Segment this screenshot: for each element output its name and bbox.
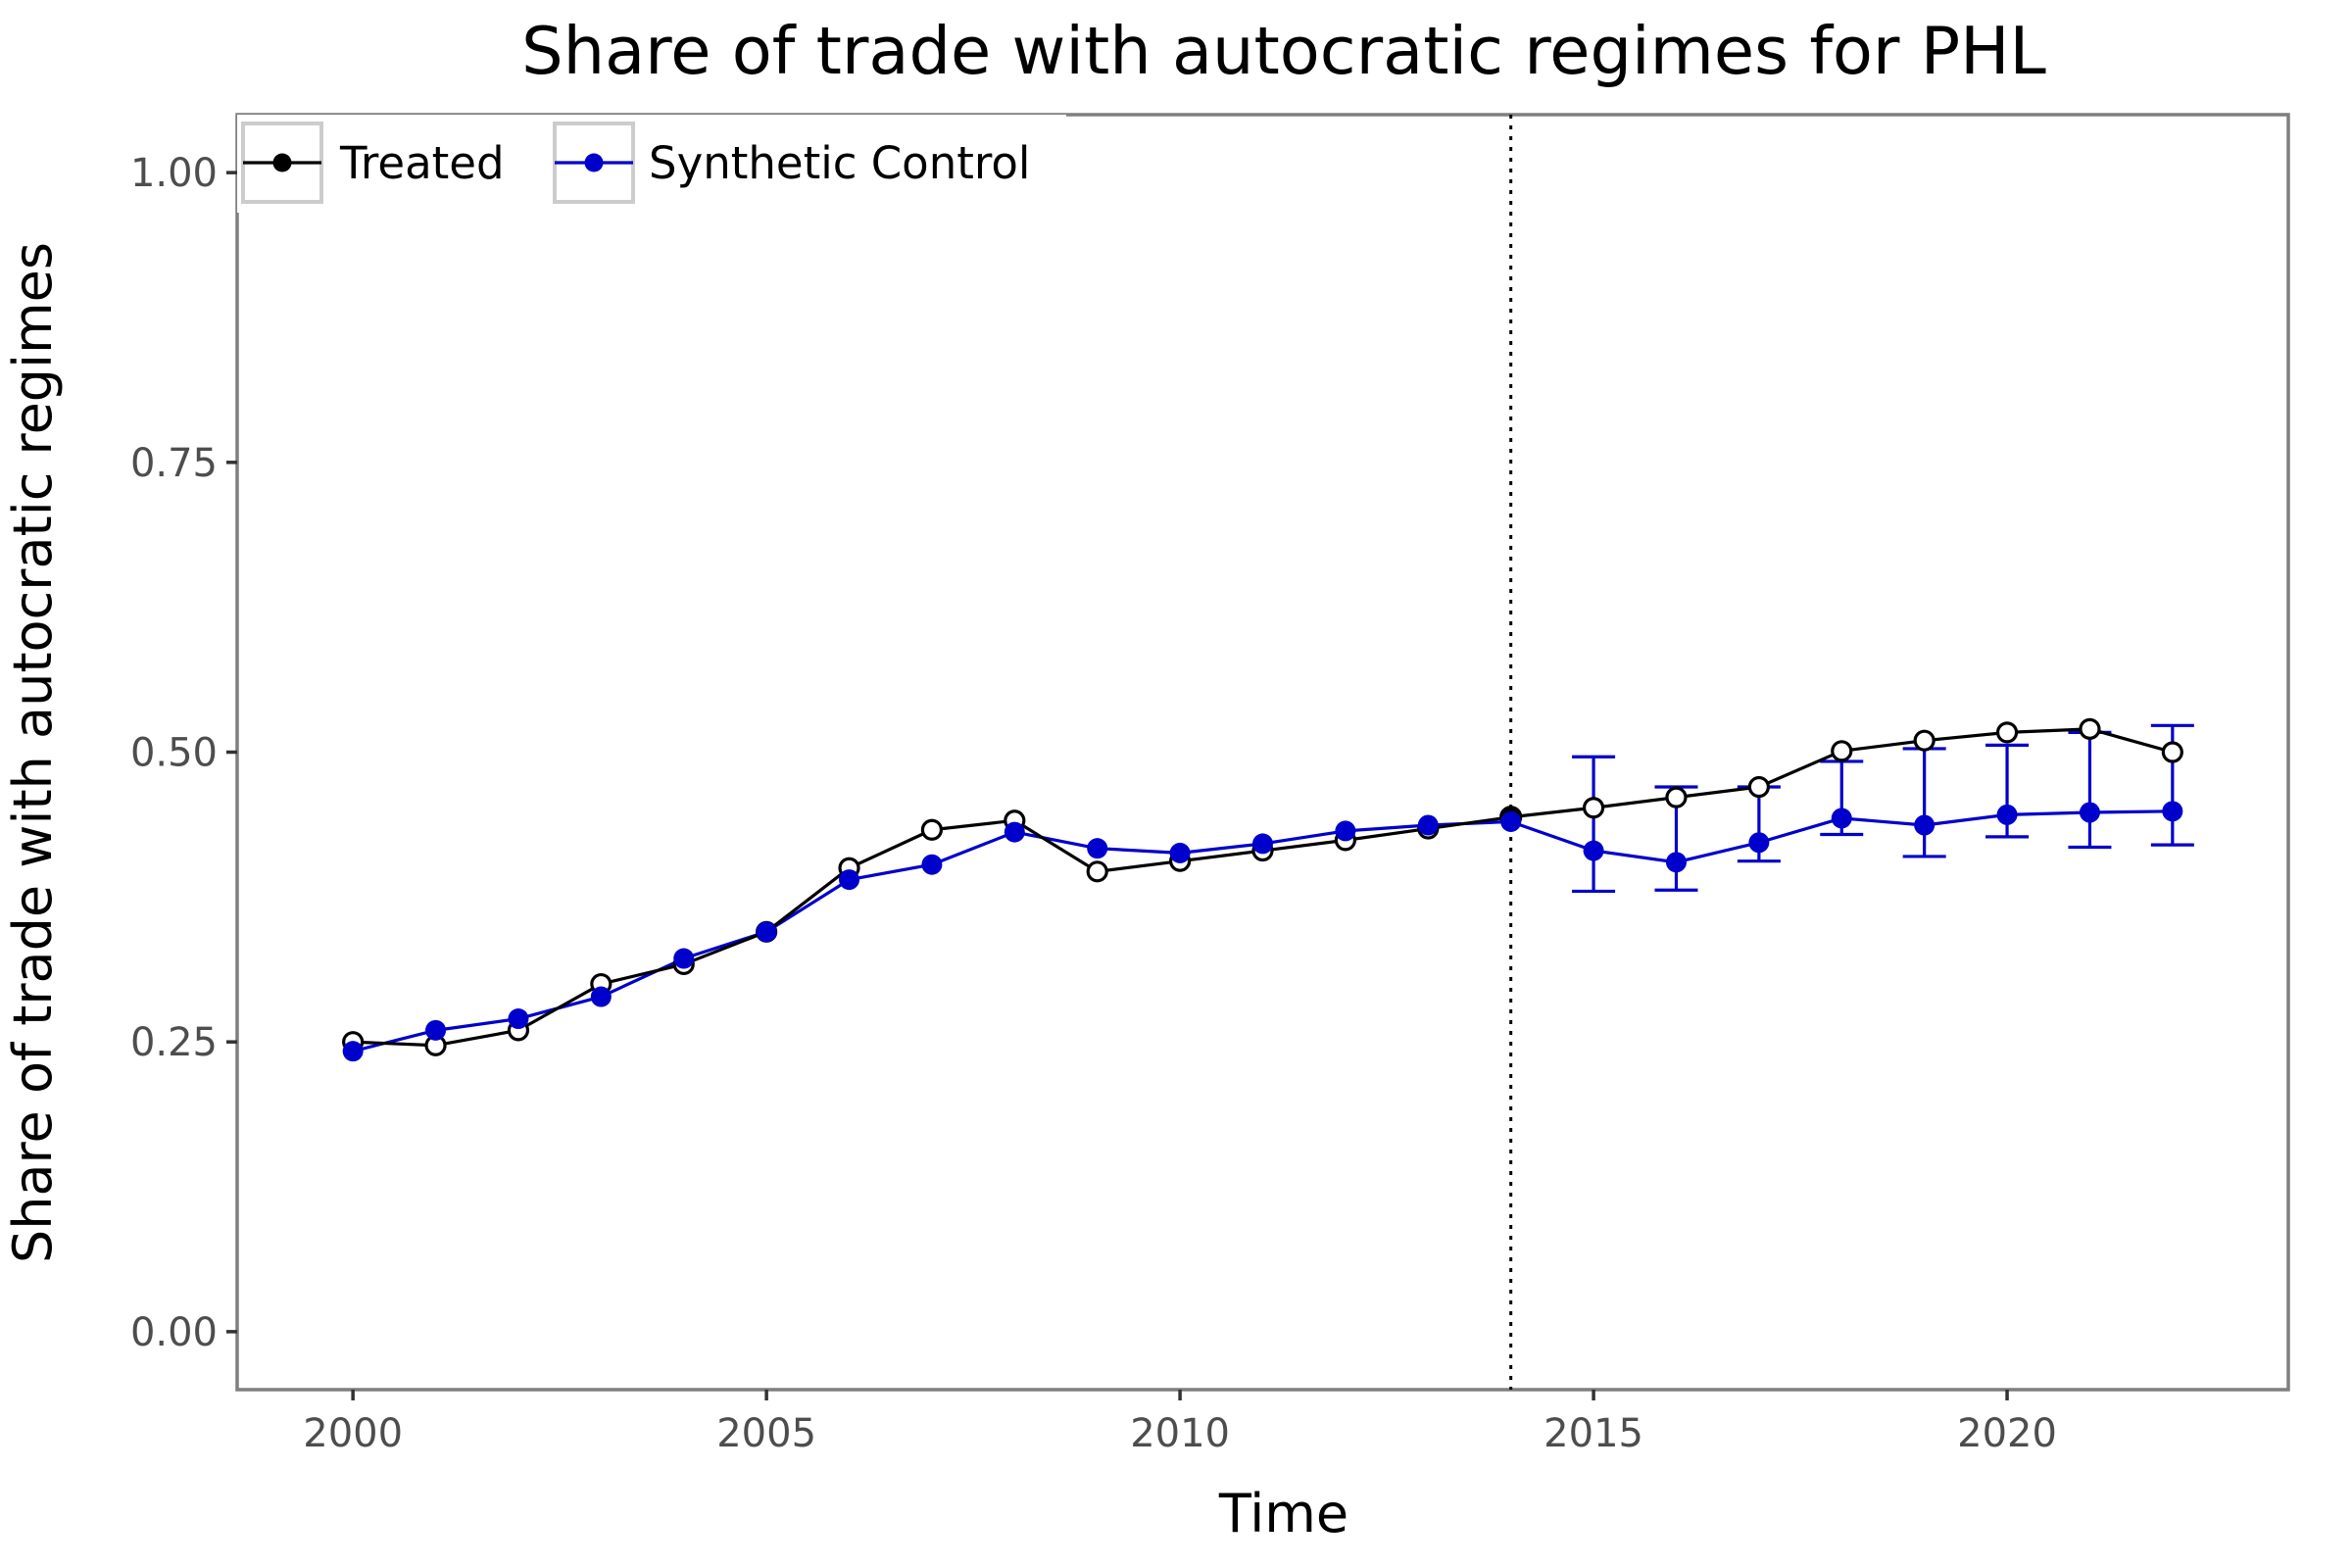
data-point-synthetic-control <box>2162 801 2183 822</box>
x-axis-title: Time <box>1218 1483 1348 1544</box>
x-tick-label: 2020 <box>1957 1411 2057 1456</box>
plot-panel <box>235 113 2290 1392</box>
data-point-treated <box>1831 740 1853 762</box>
data-point-synthetic-control <box>1748 832 1770 854</box>
y-axis: 0.00 0.25 0.50 0.75 1.00 <box>130 151 237 1355</box>
x-axis: 2000 2005 2010 2015 2020 <box>303 1390 2057 1456</box>
data-point-treated <box>2079 717 2101 740</box>
data-point-synthetic-control <box>2079 802 2100 823</box>
x-tick-label: 2015 <box>1544 1411 1643 1456</box>
legend-label-treated: Treated <box>339 137 505 189</box>
data-point-synthetic-control <box>590 986 612 1007</box>
series-layer <box>342 717 2194 1062</box>
legend-item-treated: Treated <box>241 122 505 204</box>
data-point-synthetic-control <box>1914 814 1936 836</box>
data-point-synthetic-control <box>1004 821 1025 843</box>
data-point-treated <box>2161 741 2183 763</box>
data-point-synthetic-control <box>1335 820 1356 842</box>
y-tick-label: 0.25 <box>130 1020 218 1065</box>
data-point-synthetic-control <box>673 948 695 969</box>
data-point-synthetic-control <box>425 1019 447 1041</box>
x-tick-label: 2000 <box>303 1411 403 1456</box>
x-tick-label: 2010 <box>1130 1411 1230 1456</box>
data-point-treated <box>1995 721 2019 744</box>
error-bars <box>1572 723 2194 894</box>
points-synthetic-control <box>342 801 2183 1062</box>
data-point-synthetic-control <box>1417 814 1439 836</box>
data-point-treated <box>1665 786 1688 808</box>
data-point-synthetic-control <box>1252 833 1273 855</box>
legend-background <box>237 115 1066 213</box>
legend-label-synthetic-control: Synthetic Control <box>649 137 1030 189</box>
legend-item-synthetic-control: Synthetic Control <box>553 122 1030 204</box>
data-point-treated <box>1747 775 1770 799</box>
data-point-treated <box>1582 797 1605 819</box>
data-point-synthetic-control <box>508 1008 529 1030</box>
y-axis-title: Share of trade with autocratic regimes <box>2 242 64 1263</box>
y-tick-label: 0.00 <box>130 1310 218 1355</box>
data-point-synthetic-control <box>756 921 777 943</box>
data-point-synthetic-control <box>1996 804 2018 825</box>
data-point-synthetic-control <box>839 869 860 891</box>
x-tick-label: 2005 <box>716 1411 816 1456</box>
data-point-synthetic-control <box>1169 842 1191 863</box>
data-point-synthetic-control <box>1831 808 1852 829</box>
legend-marker-treated <box>272 153 292 172</box>
data-point-synthetic-control <box>1583 840 1604 861</box>
data-point-synthetic-control <box>921 854 943 875</box>
y-tick-label: 1.00 <box>130 151 218 196</box>
chart-title: Share of trade with autocratic regimes f… <box>521 13 2046 89</box>
data-point-treated <box>920 818 944 841</box>
y-tick-label: 0.50 <box>130 731 218 776</box>
data-point-synthetic-control <box>1500 810 1522 832</box>
legend-marker-synthetic-control <box>584 153 604 172</box>
data-point-synthetic-control <box>1665 852 1687 873</box>
legend: Treated Synthetic Control <box>237 115 1066 213</box>
data-point-treated <box>1086 860 1108 883</box>
y-tick-label: 0.75 <box>130 441 218 486</box>
data-point-synthetic-control <box>342 1041 364 1062</box>
data-point-synthetic-control <box>1087 838 1108 859</box>
data-point-treated <box>1913 729 1936 752</box>
